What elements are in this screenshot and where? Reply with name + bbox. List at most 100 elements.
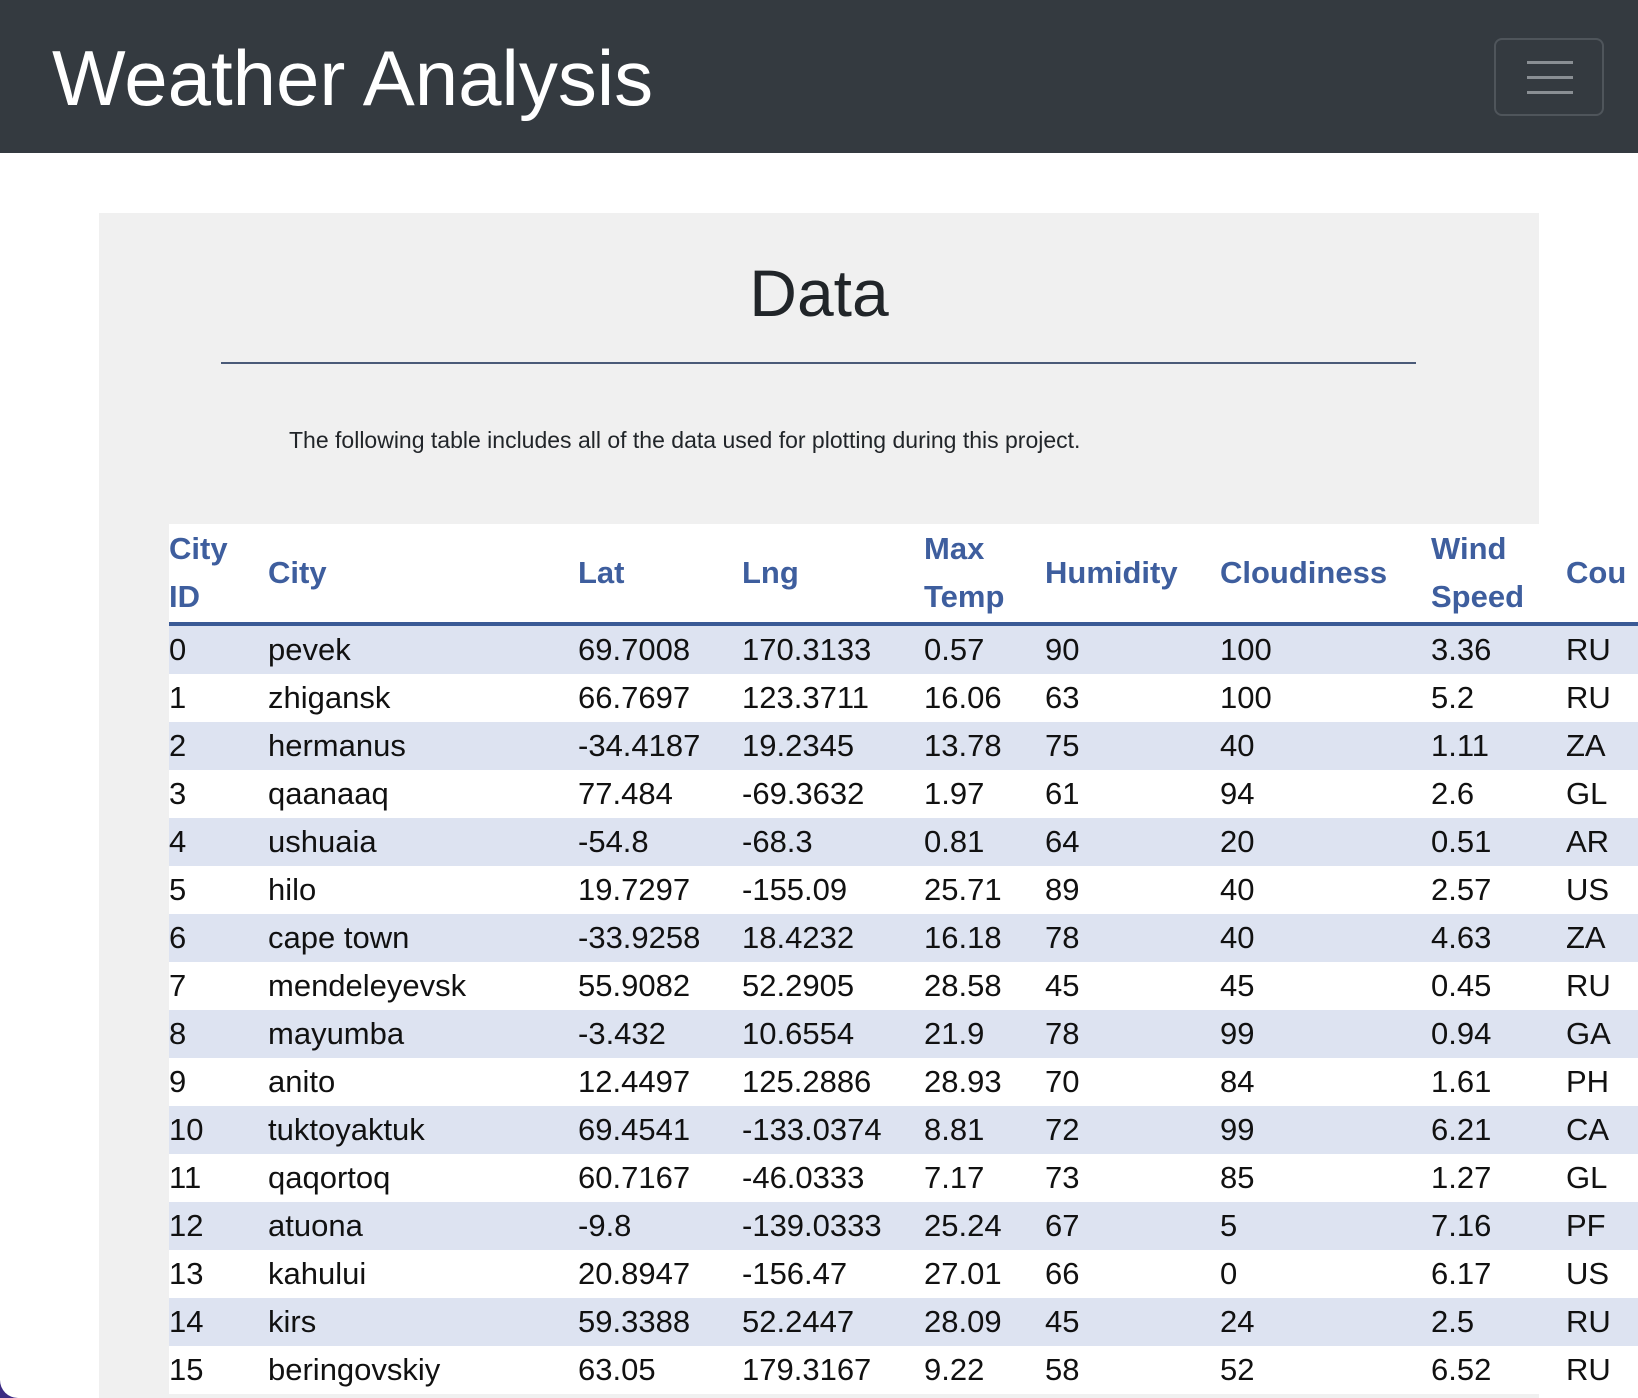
table-row: 12 atuona -9.8 -139.0333 25.24 67 5 7.16 PF: [169, 1202, 1638, 1250]
cell-country: PH: [1566, 1064, 1610, 1099]
column-header-wind-speed[interactable]: Wind Speed: [1431, 524, 1566, 626]
table-row: 4 ushuaia -54.8 -68.3 0.81 64 20 0.51 AR: [169, 818, 1638, 866]
cell-country: GL: [1566, 776, 1608, 811]
cell-cloudiness: 52: [1220, 1352, 1255, 1387]
table-row: 5 hilo 19.7297 -155.09 25.71 89 40 2.57 US: [169, 866, 1638, 914]
hamburger-line: [1527, 76, 1573, 79]
cell-city-id: 10: [169, 1106, 268, 1154]
cell-city: tuktoyaktuk: [268, 1106, 578, 1154]
cell-wind-speed: 0.45: [1431, 968, 1492, 1003]
column-header-label: City: [169, 531, 228, 566]
cell-max-temp: 7.17: [924, 1160, 985, 1195]
cell-city-id: 9: [169, 1064, 187, 1099]
cell-city-id: 0: [169, 624, 268, 674]
cell-city: cape town: [268, 914, 578, 962]
cell-cloudiness: 99: [1220, 1106, 1431, 1154]
column-header-label: Lng: [742, 555, 799, 590]
navbar-brand[interactable]: Weather Analysis: [52, 34, 654, 122]
table-row: 15 beringovskiy 63.05 179.3167 9.22 58 52 6.52 R…: [169, 1346, 1638, 1394]
table-row: 0 pevek 69.7008 170.3133 0.57 90 100 3.36 RU: [169, 624, 1638, 674]
cell-max-temp: 9.22: [924, 1352, 985, 1387]
cell-lat: -3.432: [578, 1010, 742, 1058]
table-row: 14 kirs 59.3388 52.2447 28.09 45 24 2.5 RU: [169, 1298, 1638, 1346]
data-table-container[interactable]: City ID City Lat Lng Max Temp Humidity Cloudines…: [169, 524, 1638, 1398]
cell-lng: 10.6554: [742, 1010, 924, 1058]
cell-humidity: 90: [1045, 624, 1220, 674]
cell-lng: 52.2905: [742, 968, 855, 1003]
cell-cloudiness: 99: [1220, 1010, 1431, 1058]
cell-max-temp: 28.58: [924, 968, 1002, 1003]
table-row: 7 mendeleyevsk 55.9082 52.2905 28.58 45 45 0.45…: [169, 962, 1638, 1010]
cell-lat: 20.8947: [578, 1256, 691, 1291]
cell-cloudiness: 0: [1220, 1256, 1238, 1291]
cell-lat: -33.9258: [578, 914, 742, 962]
navbar-toggler-button[interactable]: [1494, 38, 1604, 116]
column-header-label: Cloudiness: [1220, 555, 1388, 590]
column-header-label: Cou: [1566, 555, 1627, 590]
cell-max-temp: 28.09: [924, 1298, 1045, 1346]
cell-humidity: 64: [1045, 818, 1220, 866]
cell-lng: -133.0374: [742, 1106, 924, 1154]
cell-max-temp: 28.93: [924, 1064, 1002, 1099]
cell-lng: 170.3133: [742, 624, 924, 674]
cell-country: RU: [1566, 1298, 1638, 1346]
cell-city: mayumba: [268, 1010, 578, 1058]
cell-wind-speed: 6.17: [1431, 1256, 1492, 1291]
cell-wind-speed: 2.5: [1431, 1298, 1566, 1346]
column-header-city[interactable]: City: [268, 524, 578, 626]
cell-cloudiness: 85: [1220, 1160, 1255, 1195]
cell-humidity: 72: [1045, 1106, 1220, 1154]
cell-lng: 123.3711: [742, 680, 869, 715]
cell-cloudiness: 45: [1220, 968, 1255, 1003]
column-header-lng[interactable]: Lng: [742, 524, 924, 626]
cell-lng: -69.3632: [742, 776, 865, 811]
cell-city: anito: [268, 1064, 336, 1099]
cell-wind-speed: 6.52: [1431, 1352, 1492, 1387]
cell-humidity: 66: [1045, 1256, 1080, 1291]
cell-humidity: 78: [1045, 1010, 1220, 1058]
navbar: Weather Analysis: [0, 0, 1638, 153]
cell-humidity: 61: [1045, 776, 1080, 811]
cell-city-id: 1: [169, 680, 187, 715]
cell-country: AR: [1566, 818, 1638, 866]
column-header-lat[interactable]: Lat: [578, 524, 742, 626]
cell-max-temp: 27.01: [924, 1256, 1002, 1291]
cell-wind-speed: 0.94: [1431, 1010, 1566, 1058]
cell-city-id: 2: [169, 722, 268, 770]
column-header-city-id[interactable]: City ID: [169, 524, 268, 626]
cell-lat: 55.9082: [578, 968, 691, 1003]
column-header-country[interactable]: Cou: [1566, 524, 1638, 626]
cell-lat: 60.7167: [578, 1160, 691, 1195]
cell-cloudiness: 40: [1220, 722, 1431, 770]
cell-city-id: 11: [169, 1160, 202, 1195]
column-header-max-temp[interactable]: Max Temp: [924, 524, 1045, 626]
cell-max-temp: 8.81: [924, 1106, 1045, 1154]
column-header-humidity[interactable]: Humidity: [1045, 524, 1220, 626]
column-header-label: Wind: [1431, 531, 1507, 566]
cell-lat: 77.484: [578, 776, 673, 811]
cell-city: zhigansk: [268, 680, 391, 715]
cell-cloudiness: 40: [1220, 872, 1255, 907]
cell-humidity: 67: [1045, 1202, 1220, 1250]
cell-lng: -156.47: [742, 1256, 848, 1291]
cell-city: atuona: [268, 1202, 578, 1250]
data-table: City ID City Lat Lng Max Temp Humidity Cloudines…: [169, 524, 1638, 1394]
cell-max-temp: 16.18: [924, 914, 1045, 962]
cell-city-id: 6: [169, 914, 268, 962]
cell-wind-speed: 5.2: [1431, 680, 1475, 715]
cell-wind-speed: 7.16: [1431, 1202, 1566, 1250]
column-header-cloudiness[interactable]: Cloudiness: [1220, 524, 1431, 626]
cell-country: GL: [1566, 1160, 1608, 1195]
cell-cloudiness: 94: [1220, 776, 1255, 811]
table-header: City ID City Lat Lng Max Temp Humidity Cloudines…: [169, 524, 1638, 626]
cell-max-temp: 25.24: [924, 1202, 1045, 1250]
cell-lng: -46.0333: [742, 1160, 865, 1195]
cell-humidity: 78: [1045, 914, 1220, 962]
table-header-row: City ID City Lat Lng Max Temp Humidity Cloudines…: [169, 524, 1638, 626]
cell-lng: 18.4232: [742, 914, 924, 962]
cell-country: RU: [1566, 1352, 1611, 1387]
cell-city: kahului: [268, 1256, 367, 1291]
cell-city-id: 8: [169, 1010, 268, 1058]
cell-city-id: 13: [169, 1256, 204, 1291]
cell-lng: 19.2345: [742, 722, 924, 770]
